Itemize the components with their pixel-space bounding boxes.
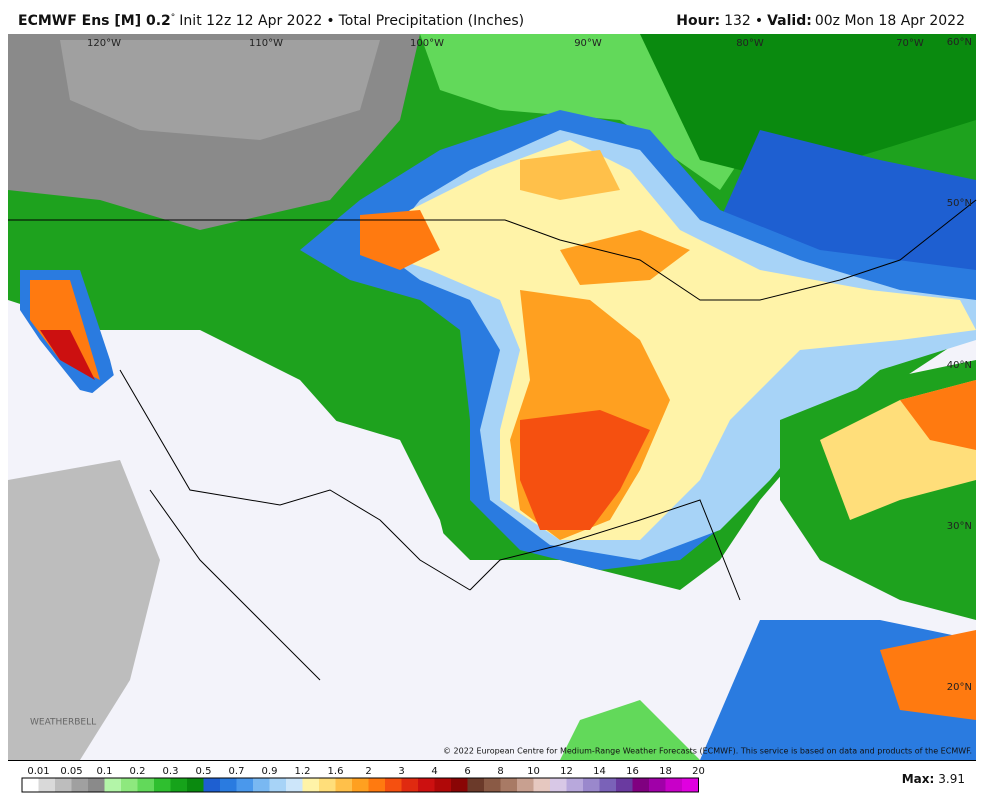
legend-label: 0.05 (60, 766, 82, 777)
legend-swatch (682, 778, 699, 792)
latitude-label: 50°N (947, 198, 972, 209)
legend-swatch (368, 778, 386, 792)
legend-label: 14 (593, 766, 606, 777)
legend-swatch (500, 778, 518, 792)
legend-swatch (170, 778, 188, 792)
legend-swatch (220, 778, 237, 792)
logo: WEATHERBELL (30, 718, 96, 728)
longitude-label: 100°W (410, 38, 444, 49)
legend-label: 1.6 (328, 766, 344, 777)
legend-swatch (71, 778, 89, 792)
legend-label: 8 (497, 766, 503, 777)
legend-label: 0.3 (163, 766, 179, 777)
legend-swatch (550, 778, 567, 792)
longitude-label: 80°W (736, 38, 764, 49)
legend-swatch (302, 778, 320, 792)
hour-label: Hour: (676, 13, 720, 29)
legend-swatch (467, 778, 485, 792)
legend-swatch (286, 778, 303, 792)
legend-swatch (269, 778, 287, 792)
legend-swatch (649, 778, 666, 792)
longitude-label: 120°W (87, 38, 121, 49)
legend-swatch (335, 778, 353, 792)
valid: 00z Mon 18 Apr 2022 (815, 13, 965, 29)
title: ECMWF Ens [M] 0.2° Init 12z 12 Apr 2022 • T… (18, 13, 524, 30)
legend-swatch (418, 778, 435, 792)
legend-swatch (88, 778, 105, 792)
longitude-label: 70°W (896, 38, 924, 49)
legend-swatch (187, 778, 204, 792)
product: Total Precipitation (Inches) (338, 13, 525, 29)
legend-label: 0.7 (229, 766, 245, 777)
legend-label: 0.2 (130, 766, 146, 777)
max-label: Max: (902, 772, 935, 786)
legend-swatch (665, 778, 683, 792)
legend-swatch (401, 778, 419, 792)
legend-label: 18 (659, 766, 672, 777)
separator: • (326, 13, 334, 29)
legend-swatch (434, 778, 452, 792)
legend-swatch (632, 778, 650, 792)
hour: 132 (724, 13, 751, 29)
legend-swatch (38, 778, 56, 792)
borders (8, 199, 977, 681)
legend-swatch (154, 778, 171, 792)
latitude-label: 40°N (947, 360, 972, 371)
model: ECMWF Ens [M] 0.2 (18, 13, 171, 29)
legend-label: 1.2 (295, 766, 311, 777)
valid-label: Valid: (767, 13, 812, 29)
longitude-label: 90°W (574, 38, 602, 49)
legend-label: 0.5 (196, 766, 212, 777)
legend-swatch (352, 778, 369, 792)
legend-label: 0.01 (27, 766, 49, 777)
legend-swatch (451, 778, 468, 792)
max: 3.91 (938, 772, 965, 786)
max-value: Max: 3.91 (902, 772, 965, 786)
legend-label: 2 (365, 766, 371, 777)
legend-swatch (203, 778, 221, 792)
legend-swatch (253, 778, 270, 792)
legend-swatch (121, 778, 138, 792)
legend-swatch (616, 778, 633, 792)
legend-label: 3 (398, 766, 404, 777)
legend-swatch (22, 778, 39, 792)
longitude-label: 110°W (249, 38, 283, 49)
copyright: © 2022 European Centre for Medium-Range … (443, 747, 972, 756)
init: Init 12z 12 Apr 2022 (179, 13, 322, 29)
latitude-label: 30°N (947, 521, 972, 532)
legend-label: 6 (464, 766, 470, 777)
legend-swatch (599, 778, 617, 792)
legend-swatch (583, 778, 600, 792)
legend-label: 16 (626, 766, 639, 777)
latitude-label: 20°N (947, 682, 972, 693)
valid-info: Hour: 132 • Valid: 00z Mon 18 Apr 2022 (676, 13, 965, 29)
legend-swatch (517, 778, 534, 792)
legend-swatch (319, 778, 336, 792)
degree: ° (171, 13, 176, 23)
legend-swatch (55, 778, 72, 792)
separator: • (755, 13, 763, 29)
legend-label: 0.1 (97, 766, 113, 777)
legend-swatch (236, 778, 254, 792)
legend-swatch (137, 778, 155, 792)
legend-label: 4 (431, 766, 437, 777)
legend-swatch (533, 778, 551, 792)
legend-label: 10 (527, 766, 540, 777)
legend-swatch (484, 778, 501, 792)
legend-swatch (385, 778, 402, 792)
legend-swatch (104, 778, 122, 792)
legend-swatch (566, 778, 584, 792)
legend-label: 12 (560, 766, 573, 777)
legend-frame (21, 777, 699, 793)
latitude-label: 60°N (947, 37, 972, 48)
precip-field (8, 34, 976, 760)
legend-label: 20 (692, 766, 705, 777)
legend-label: 0.9 (262, 766, 278, 777)
